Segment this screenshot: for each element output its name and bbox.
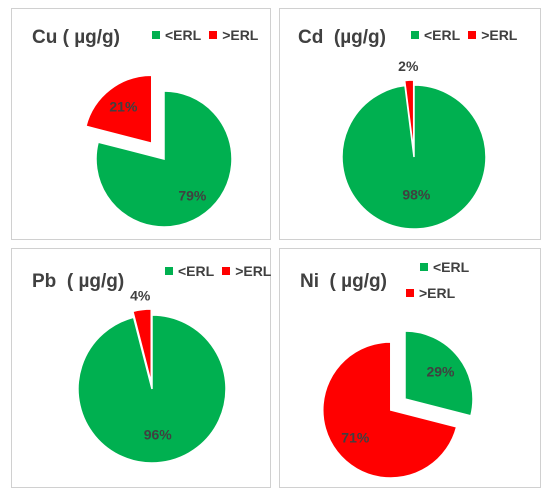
chart-title: Cu ( µg/g) [32,27,120,48]
chart-title: Cd (µg/g) [298,27,386,48]
legend-swatch-below [152,31,160,39]
legend-swatch-above [209,31,218,39]
pie-chart-ni: 71% 29% [322,330,474,479]
legend-swatch-above [468,31,477,39]
legend-swatch-below [420,263,428,271]
legend: <ERL >ERL [411,27,525,43]
legend-item-below: <ERL [165,263,214,279]
pie-slice-above [84,74,153,145]
legend-label-below: <ERL [424,27,461,43]
legend-item-above: >ERL [406,285,455,301]
pie-chart-cu: 21% 79% [84,74,233,228]
pie-slice-above [131,308,152,384]
pie-slice-below [404,330,474,417]
pie-slice-above [322,341,458,479]
data-label-above: 21% [109,99,138,115]
legend-label-above: >ERL [222,27,259,43]
chart-panel-ni: Ni ( µg/g) <ERL >ERL 71% 29% [279,248,541,488]
data-label-above: 2% [398,58,419,74]
legend-swatch-below [411,31,419,39]
legend-item-above: >ERL [209,27,258,43]
data-label-below: 29% [426,363,455,379]
legend-item-below: <ERL [420,259,469,275]
chart-title: Ni ( µg/g) [300,271,387,292]
legend-label-above: >ERL [419,285,456,301]
pie-chart-cd: 2% 98% [341,58,487,230]
legend-label-below: <ERL [433,259,470,275]
chart-panel-pb: Pb ( µg/g) <ERL >ERL 4% 96% [11,248,271,488]
chart-panel-cd: Cd (µg/g) <ERL >ERL 2% 98% [279,8,541,240]
pie-slice-below [341,84,487,230]
pie-slice-below [77,314,227,464]
legend-item-above: >ERL [468,27,517,43]
legend-item-above: >ERL [222,263,271,279]
legend: <ERL >ERL [165,263,279,279]
legend-label-below: <ERL [165,27,202,43]
data-label-below: 79% [178,188,207,204]
chart-title: Pb ( µg/g) [32,271,125,292]
legend: <ERL >ERL [152,27,266,43]
data-label-above: 71% [341,430,370,446]
legend-item-below: <ERL [411,27,460,43]
legend-label-below: <ERL [178,263,215,279]
data-label-below: 98% [402,186,431,202]
pie-chart-pb: 4% 96% [77,288,227,464]
chart-panel-cu: Cu ( µg/g) <ERL >ERL 21% 79% [11,8,271,240]
data-label-below: 96% [144,427,173,443]
pie-slice-below [95,90,233,228]
legend-swatch-above [222,267,231,275]
data-label-above: 4% [130,288,151,304]
legend-swatch-above [406,289,414,297]
legend: <ERL >ERL [406,259,469,301]
legend-label-above: >ERL [235,263,272,279]
legend-item-below: <ERL [152,27,201,43]
legend-swatch-below [165,267,173,275]
legend-label-above: >ERL [481,27,518,43]
